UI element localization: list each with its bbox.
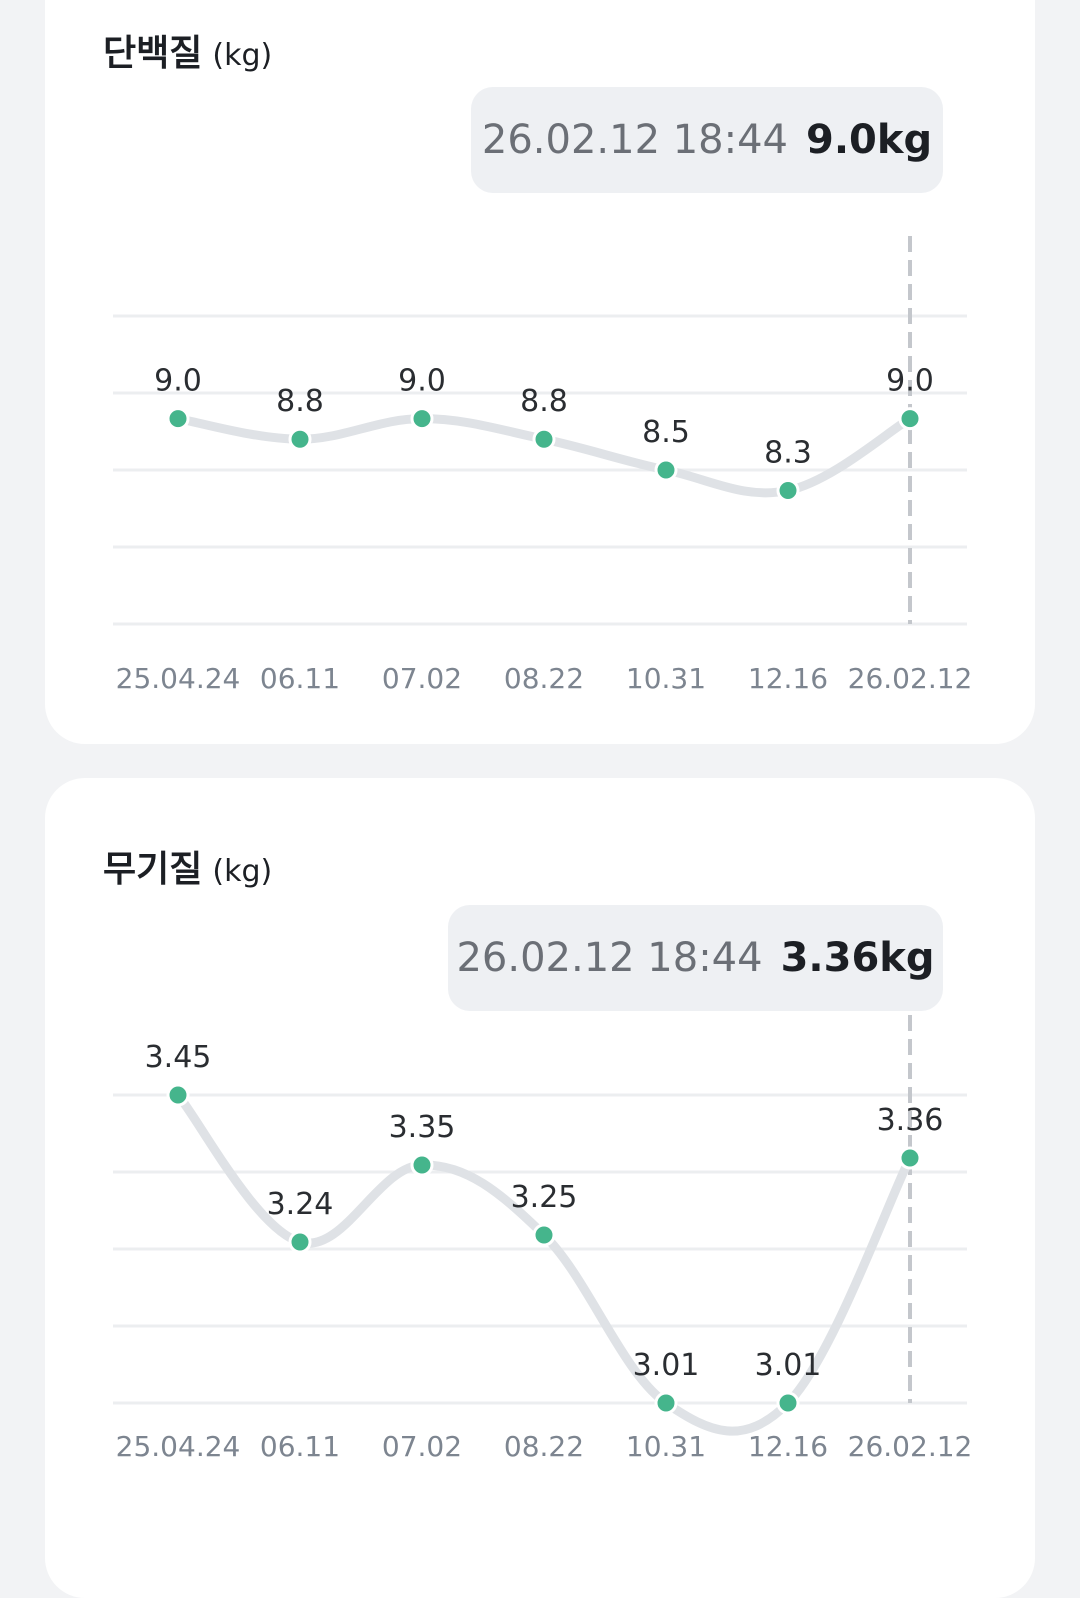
data-point [776,479,800,503]
data-point [898,407,922,431]
data-point [654,1391,678,1415]
x-tick-label: 26.02.12 [848,1430,973,1463]
data-label: 3.24 [267,1187,334,1222]
data-point [288,427,312,451]
unit-label: (kg) [212,38,273,73]
data-point [288,1230,312,1254]
x-tick-label: 07.02 [382,1430,462,1463]
mineral-chart-card: 무기질 (kg) 26.02.12 18:44 3.36kg 3.45 3.24 3.… [45,778,1035,1598]
data-point [776,1391,800,1415]
data-label: 9.0 [154,364,202,399]
x-tick-label: 10.31 [626,1430,706,1463]
data-label: 3.36 [877,1103,944,1138]
unit-label: (kg) [212,854,273,889]
data-label: 3.45 [145,1040,212,1075]
data-point [654,458,678,482]
data-label: 3.35 [389,1110,456,1145]
x-tick-label: 08.22 [504,1430,584,1463]
x-tick-label: 08.22 [504,662,584,695]
data-label: 3.01 [633,1348,700,1383]
data-point [410,1153,434,1177]
x-tick-label: 26.02.12 [848,662,973,695]
data-label: 9.0 [886,364,934,399]
data-point [532,1223,556,1247]
tooltip-value: 9.0kg [806,117,933,163]
x-tick-label: 12.16 [748,1430,828,1463]
protein-line-chart[interactable]: 9.0 8.8 9.0 8.8 8.5 8.3 9.0 25.04.24 06.11 07.02 0… [45,0,1035,744]
x-tick-label: 06.11 [260,1430,340,1463]
data-label: 3.01 [755,1348,822,1383]
data-label: 8.8 [276,384,324,419]
x-tick-label: 25.04.24 [116,662,241,695]
data-point [166,407,190,431]
x-tick-label: 25.04.24 [116,1430,241,1463]
data-label: 8.8 [520,384,568,419]
data-label: 8.3 [764,436,812,471]
data-label: 9.0 [398,364,446,399]
tooltip-value: 3.36kg [780,935,935,981]
x-tick-label: 10.31 [626,662,706,695]
x-tick-label: 12.16 [748,662,828,695]
chart-title: 무기질 (kg) [103,849,273,890]
data-point [898,1146,922,1170]
data-point [166,1083,190,1107]
selected-point-tooltip: 26.02.12 18:44 9.0kg [471,87,943,193]
x-tick-label: 06.11 [260,662,340,695]
x-tick-label: 07.02 [382,662,462,695]
data-point [532,427,556,451]
protein-chart-card: 단백질 (kg) 26.02.12 18:44 9.0kg 9.0 8.8 9.0 8.… [45,0,1035,744]
mineral-line-chart[interactable]: 3.45 3.24 3.35 3.25 3.01 3.01 3.36 25.04.24 06.1… [45,0,1035,1552]
chart-title: 단백질 (kg) [103,33,273,74]
tooltip-datetime: 26.02.12 18:44 [481,117,789,163]
data-label: 8.5 [642,415,690,450]
data-label: 3.25 [511,1180,578,1215]
tooltip-datetime: 26.02.12 18:44 [456,935,763,981]
selected-point-tooltip: 26.02.12 18:44 3.36kg [448,905,943,1011]
data-point [410,407,434,431]
